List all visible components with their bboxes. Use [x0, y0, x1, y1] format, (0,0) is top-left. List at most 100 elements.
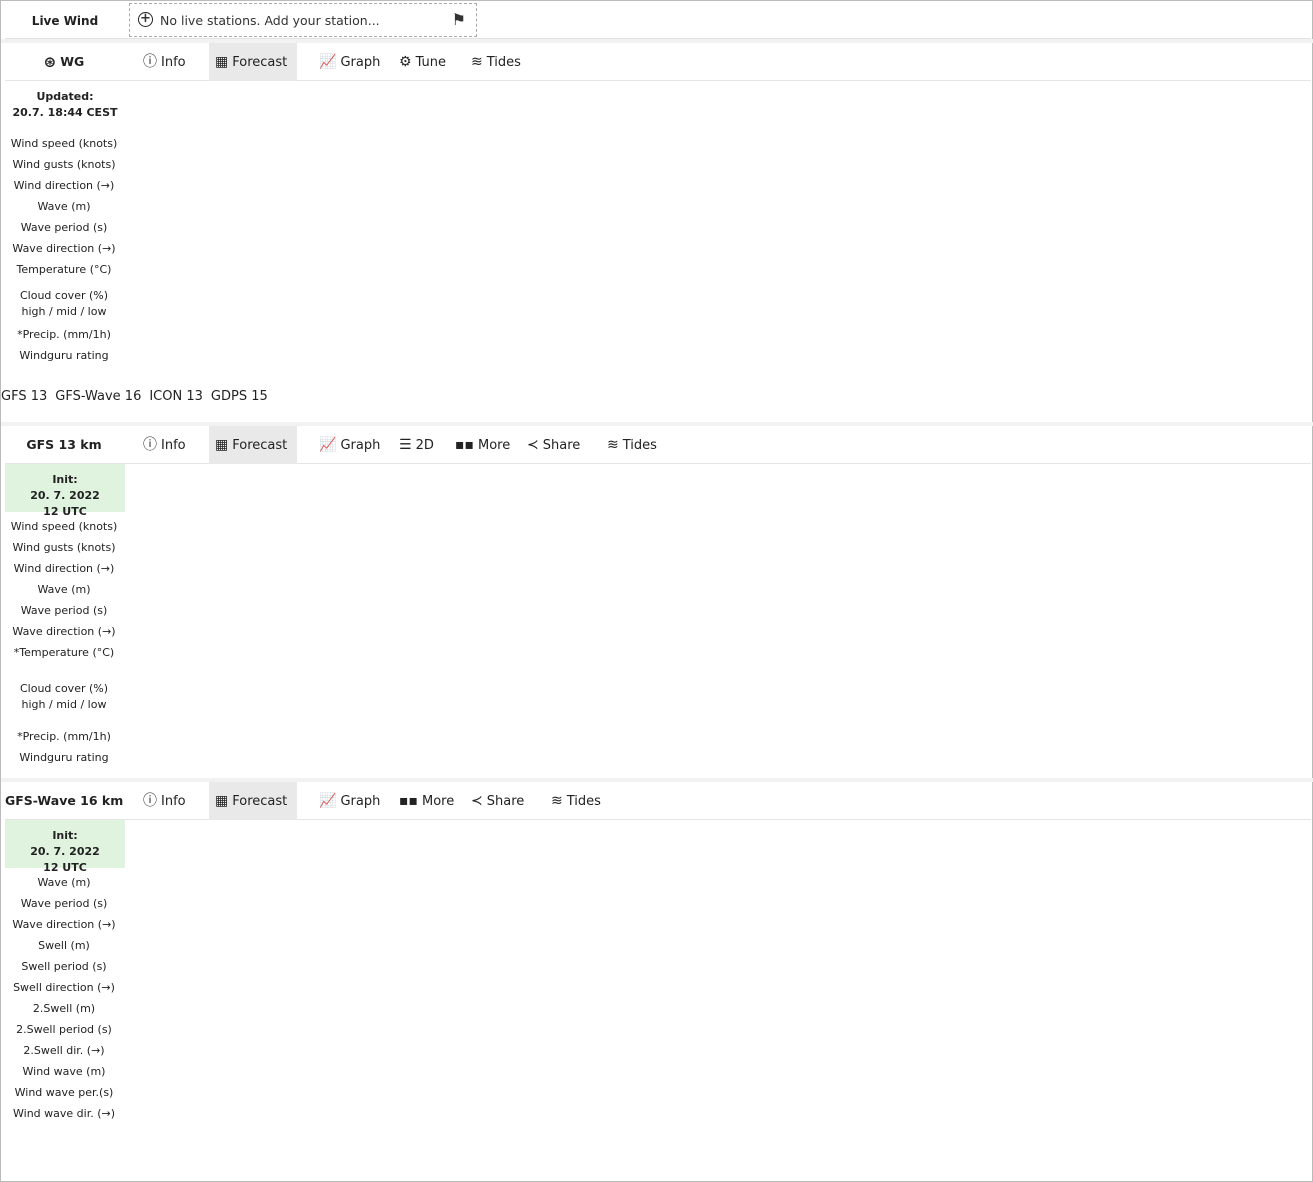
tab-forecast-label: Forecast — [232, 55, 288, 70]
info-icon: ⓘ — [143, 437, 157, 453]
tides-icon: ≋ — [551, 793, 563, 809]
tab-more[interactable]: ▪▪ More — [393, 782, 464, 820]
row-label: Wind gusts (knots) — [12, 158, 116, 171]
row-label: 2.Swell (m) — [32, 1002, 96, 1015]
tab-tides[interactable]: ≋ Tides — [601, 426, 667, 464]
row-label: Wind gusts (knots) — [12, 541, 116, 554]
forecast-tab-bar: ⊛ WG ⓘ Info ▦ Forecast 📈 Graph ⚙ Tune ≋ Tides — [5, 43, 1311, 81]
add-station-box[interactable]: + No live stations. Add your station... … — [129, 3, 477, 37]
row-label: Temperature (°C) — [16, 263, 112, 276]
row-label: Wind wave dir. (→) — [13, 1107, 115, 1120]
model-link[interactable]: GFS 13 — [1, 389, 48, 404]
tab-2d[interactable]: ☰ 2D — [393, 426, 444, 464]
tab-info[interactable]: ⓘ Info — [137, 43, 196, 81]
tab-info-label: Info — [161, 55, 186, 70]
tides-icon: ≋ — [471, 54, 483, 70]
tab-info[interactable]: ⓘ Info — [137, 782, 196, 820]
tab-tides-label: Tides — [486, 55, 521, 70]
tab-share[interactable]: ≺ Share — [521, 426, 590, 464]
add-station-placeholder: No live stations. Add your station... — [160, 13, 380, 28]
tab-graph[interactable]: 📈 Graph — [313, 43, 390, 81]
tab-tides[interactable]: ≋ Tides — [465, 43, 531, 81]
tab-forecast[interactable]: ▦ Forecast — [209, 43, 298, 81]
update-info: Updated: 20.7. 18:44 CEST — [12, 90, 118, 119]
update-info: Init: 20. 7. 2022 12 UTC — [5, 820, 125, 874]
tab-share-label: Share — [542, 438, 581, 453]
2d-icon: ☰ — [399, 437, 412, 453]
row-label: Wind wave (m) — [22, 1065, 106, 1078]
live-wind-bar: Live Wind + No live stations. Add your s… — [5, 1, 1311, 39]
tab-share[interactable]: ≺ Share — [465, 782, 534, 820]
row-label: *Temperature (°C) — [13, 646, 115, 659]
graph-icon: 📈 — [319, 793, 337, 809]
tab-info-label: Info — [161, 794, 186, 809]
forecast-icon: ▦ — [215, 437, 229, 453]
model-name-label: WG — [60, 54, 85, 69]
forecast-icon: ▦ — [215, 793, 229, 809]
row-label: Wind speed (knots) — [10, 520, 118, 533]
tab-tune-label: Tune — [415, 55, 447, 70]
row-label: 2.Swell dir. (→) — [23, 1044, 105, 1057]
tab-share-label: Share — [486, 794, 525, 809]
windsock-icon: ⚑ — [451, 10, 466, 29]
update-info: Init: 20. 7. 2022 12 UTC — [5, 464, 125, 518]
plus-circle-icon: + — [138, 12, 153, 27]
row-label: Cloud cover (%) high / mid / low — [19, 289, 109, 318]
row-label: Windguru rating — [19, 349, 109, 362]
tab-more[interactable]: ▪▪ More — [449, 426, 520, 464]
tab-forecast[interactable]: ▦ Forecast — [209, 426, 298, 464]
tab-tides[interactable]: ≋ Tides — [545, 782, 611, 820]
forecast-tab-bar: GFS-Wave 16 km ⓘ Info ▦ Forecast 📈 Graph ▪▪ More… — [5, 782, 1311, 820]
tune-icon: ⚙ — [399, 54, 412, 70]
tab-graph[interactable]: 📈 Graph — [313, 426, 390, 464]
row-label: Wave period (s) — [20, 604, 108, 617]
tab-graph-label: Graph — [340, 438, 381, 453]
share-icon: ≺ — [527, 437, 539, 453]
model-name: ⊛ WG — [5, 43, 123, 81]
row-label: Wind direction (→) — [13, 179, 115, 192]
windguru-logo-icon: ⊛ — [43, 53, 57, 71]
tab-forecast-label: Forecast — [232, 438, 288, 453]
row-label: Wind speed (knots) — [10, 137, 118, 150]
row-label: Swell direction (→) — [13, 981, 115, 994]
tab-tune[interactable]: ⚙ Tune — [393, 43, 456, 81]
row-label: Cloud cover (%) high / mid / low — [19, 681, 109, 711]
tab-forecast-label: Forecast — [232, 794, 288, 809]
model-list: GFS 13 GFS-Wave 16 ICON 13 GDPS 15 — [1, 378, 276, 416]
tab-info-label: Info — [161, 438, 186, 453]
row-label: Wind wave per.(s) — [14, 1086, 114, 1099]
tab-graph-label: Graph — [340, 794, 381, 809]
row-label: Wave period (s) — [20, 897, 108, 910]
forecast-block: GFS-Wave 16 km ⓘ Info ▦ Forecast 📈 Graph ▪▪ More… — [5, 782, 1311, 1132]
row-label: Wave (m) — [37, 583, 91, 596]
model-name: GFS-Wave 16 km — [5, 782, 123, 820]
forecast-table: Init: 20. 7. 2022 12 UTCWe20.20hWe20.22h… — [5, 820, 1311, 1132]
tab-more-label: More — [477, 438, 511, 453]
live-wind-title: Live Wind — [31, 14, 99, 28]
row-label: Wave direction (→) — [12, 625, 116, 638]
graph-icon: 📈 — [319, 437, 337, 453]
tab-more-label: More — [421, 794, 455, 809]
forecast-block: GFS 13 km ⓘ Info ▦ Forecast 📈 Graph ☰ 2D ▪▪ More ≺ S… — [5, 426, 1311, 776]
row-label: Swell period (s) — [21, 960, 107, 973]
model-link[interactable]: GDPS 15 — [210, 389, 268, 404]
model-link[interactable]: ICON 13 — [149, 389, 203, 404]
graph-icon: 📈 — [319, 54, 337, 70]
info-icon: ⓘ — [143, 54, 157, 70]
forecast-block: ⊛ WG ⓘ Info ▦ Forecast 📈 Graph ⚙ Tune ≋ Tides Update… — [5, 43, 1311, 374]
row-label: Wave direction (→) — [12, 242, 116, 255]
share-icon: ≺ — [471, 793, 483, 809]
model-name: GFS 13 km — [5, 426, 123, 464]
forecast-table: Init: 20. 7. 2022 12 UTCWe20.20hWe20.22h… — [5, 464, 1311, 776]
more-icon: ▪▪ — [455, 437, 474, 453]
row-label: Wave direction (→) — [12, 918, 116, 931]
tab-2d-label: 2D — [415, 438, 434, 453]
tab-info[interactable]: ⓘ Info — [137, 426, 196, 464]
tab-forecast[interactable]: ▦ Forecast — [209, 782, 298, 820]
row-label: Wave period (s) — [20, 221, 108, 234]
row-label: *Precip. (mm/1h) — [17, 730, 111, 743]
model-link[interactable]: GFS-Wave 16 — [55, 389, 142, 404]
tab-graph[interactable]: 📈 Graph — [313, 782, 390, 820]
row-label: Windguru rating — [19, 751, 109, 764]
tab-tides-label: Tides — [622, 438, 657, 453]
